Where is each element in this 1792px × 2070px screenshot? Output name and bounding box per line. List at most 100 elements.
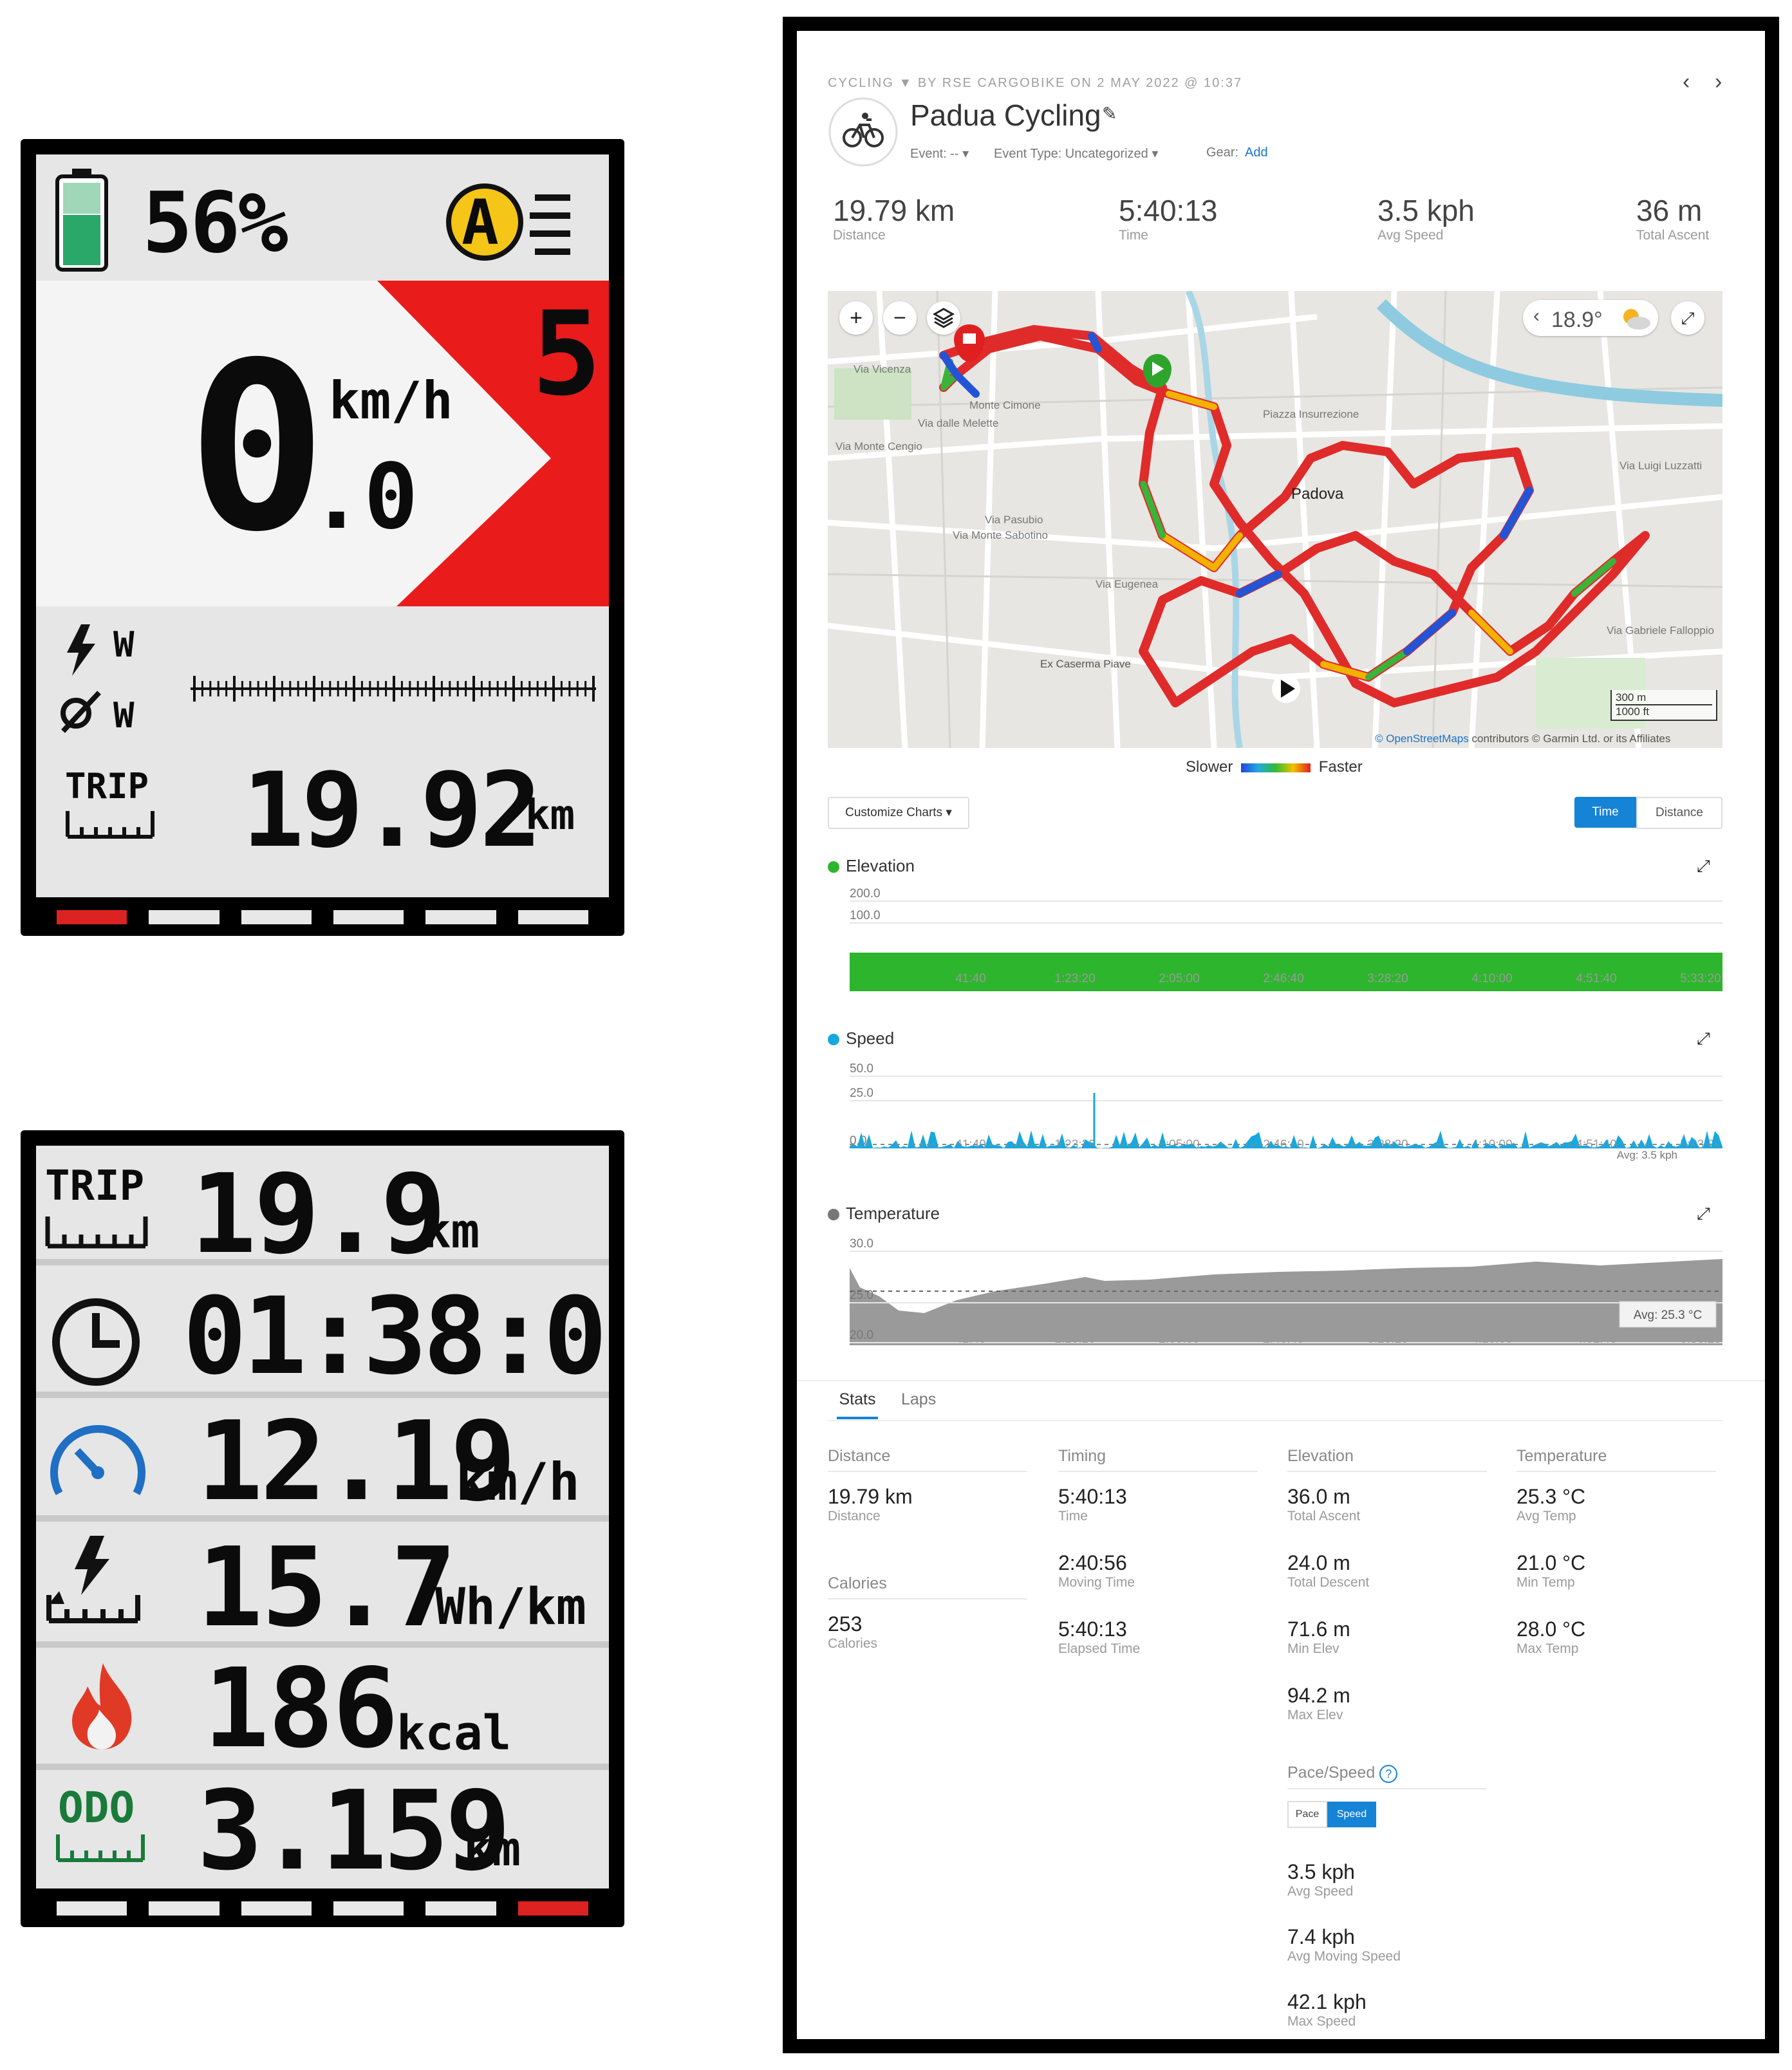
map-label: Via dalle Melette (918, 417, 999, 429)
calories-unit: kcal (397, 1706, 512, 1761)
map-label: Padova (1291, 485, 1344, 503)
summary-distance: 19.79 km Distance (833, 194, 955, 243)
y-tick-label: 25.0 (850, 1086, 873, 1100)
trip-label: TRIP (65, 766, 149, 807)
distance-toggle[interactable]: Distance (1636, 797, 1722, 829)
tab-laps[interactable]: Laps (901, 1390, 937, 1408)
y-tick-label: 20.0 (850, 1329, 873, 1342)
map-label: Monte Cimone (969, 399, 1041, 411)
edit-title-icon[interactable]: ✎ (1102, 104, 1117, 124)
x-tick-label: 1:23:20 (1054, 972, 1095, 985)
x-tick-label: 2:46:40 (1263, 972, 1303, 985)
help-icon[interactable]: ? (1379, 1765, 1398, 1783)
elevation-plot: 200.0 100.0 41:40 1:23:20 2:05:00 2:46:40 3:28… (850, 887, 1722, 991)
expand-temperature-icon[interactable]: ⤢ (1697, 1204, 1710, 1223)
cycling-activity-icon (828, 97, 899, 167)
elevation-chart[interactable]: Elevation ⤢ 200.0 100.0 41:40 1:23:20 2:05:0… (828, 856, 1722, 1004)
event-dropdown[interactable]: Event: -- ▾ (910, 147, 969, 161)
map-label: Via Gabriele Falloppio (1607, 624, 1714, 637)
temperature-chart[interactable]: Temperature ⤢ 30.0 25.0 20.0 41:40 1:23:20 2:… (828, 1204, 1722, 1365)
avg-temp-label: Avg: 25.3 °C (1634, 1309, 1703, 1322)
weather-prev-icon[interactable]: ‹ (1533, 305, 1540, 326)
gear-add-link[interactable]: Add (1245, 145, 1268, 160)
assist-mode-icon: A (445, 180, 577, 264)
x-tick-label: 41:40 (955, 1332, 986, 1346)
pedal-power-icon (57, 689, 103, 736)
speed-integer: 0 (187, 313, 327, 583)
motor-power-unit: W (113, 624, 135, 665)
lightning-icon (62, 624, 100, 678)
y-tick-label: 50.0 (850, 1062, 873, 1076)
map-label: Via Monte Sabotino (953, 529, 1049, 541)
next-activity-button[interactable]: › (1715, 70, 1722, 94)
battery-icon (55, 169, 108, 272)
route-map[interactable]: Via Vicenza Monte Cimone Via dalle Melet… (828, 291, 1722, 748)
speed-toggle[interactable]: Speed (1327, 1802, 1376, 1827)
x-tick-label: 4:10:00 (1471, 972, 1512, 985)
pace-toggle[interactable]: Pace (1287, 1801, 1327, 1828)
map-scale: 300 m 1000 ft (1610, 690, 1717, 721)
x-tick-label: 4:51:40 (1576, 1138, 1616, 1152)
weather-temp: 18.9° (1551, 308, 1603, 332)
odo-ruler-icon (55, 1828, 145, 1869)
x-tick-label: 2:05:00 (1159, 1332, 1199, 1346)
elevation-area (850, 953, 1722, 991)
battery-percent: 56% (142, 174, 288, 272)
map-label: Via Luigi Luzzatti (1619, 460, 1703, 472)
prev-activity-button[interactable]: ‹ (1683, 70, 1690, 94)
trip-value: 19.9 (191, 1151, 446, 1278)
avg-speed-unit: km/h (456, 1452, 580, 1512)
stats-elevation-group: Elevation 36.0 m Total Ascent 24.0 m Tot… (1287, 1447, 1487, 1723)
assist-badge-letter: A (462, 187, 499, 259)
avg-speed-label: Avg: 3.5 kph (1617, 1149, 1677, 1161)
x-tick-label: 2:05:00 (1159, 972, 1199, 985)
energy-consumption-icon (45, 1533, 142, 1632)
y-tick-label: 25.0 (850, 1289, 873, 1302)
y-tick-label: 100.0 (850, 909, 881, 922)
elevation-chart-title: Elevation (828, 856, 1722, 876)
x-tick-label: 1:23:20 (1054, 1332, 1095, 1346)
activity-meta: CYCLING ▼ BY RSE CARGOBIKE ON 2 MAY 2022… (828, 76, 1243, 90)
expand-elevation-icon[interactable]: ⤢ (1697, 856, 1710, 875)
x-tick-label: 4:51:40 (1576, 972, 1616, 985)
x-tick-label: 3:28:20 (1367, 1332, 1408, 1346)
stats-calories-group: Calories 253 Calories (828, 1574, 1027, 1652)
speed-plot: 50.025.00.041:401:23:202:05:002:46:403:2… (850, 1062, 1722, 1161)
layers-button[interactable] (927, 301, 960, 335)
customize-charts-button[interactable]: Customize Charts ▾ (828, 797, 969, 829)
odometer-value: 3.159 (197, 1767, 511, 1888)
x-tick-label: 4:10:00 (1471, 1332, 1512, 1346)
speed-chart-title: Speed (828, 1029, 1722, 1049)
x-tick-label: 3:28:20 (1367, 972, 1408, 985)
consumption-value: 15.7 (197, 1524, 456, 1652)
ebike-display-summary: TRIP 19.9 km 01:38:05 12.19 km/h 15.7 Wh… (21, 1130, 624, 1927)
speed-decimal: .0 (310, 445, 418, 550)
fullscreen-map-button[interactable]: ⤢ (1671, 301, 1704, 335)
summary-avg-speed: 3.5 kph Avg Speed (1377, 194, 1475, 243)
speed-panel: 5 0 km/h .0 (36, 281, 609, 606)
map-canvas (828, 291, 1722, 748)
speed-unit: km/h (329, 371, 453, 431)
tab-stats[interactable]: Stats (837, 1390, 878, 1419)
display-lcd: 56% A 5 0 km/h .0 W (36, 154, 609, 897)
temperature-plot: 30.0 25.0 20.0 41:40 1:23:20 2:05:00 2:46:40 3:… (850, 1237, 1722, 1346)
assist-level-bar (57, 910, 588, 924)
zoom-out-button[interactable]: − (883, 301, 917, 335)
stats-pace-speed-group: Pace/Speed ? Pace Speed 3.5 kph Avg Speed… (1287, 1764, 1487, 2029)
time-toggle[interactable]: Time (1574, 797, 1636, 828)
weather-widget[interactable]: ‹ 18.9° (1523, 300, 1658, 336)
speed-chart[interactable]: Speed ⤢ 50.025.00.041:401:23:202:05:002:… (828, 1029, 1722, 1183)
x-tick-label: 4:51:40 (1576, 1332, 1616, 1346)
garmin-activity-page: CYCLING ▼ BY RSE CARGOBIKE ON 2 MAY 2022… (783, 17, 1779, 2053)
x-tick-label: 5:33:20 (1680, 972, 1721, 985)
pedal-power-unit: W (113, 695, 135, 736)
expand-speed-icon[interactable]: ⤢ (1697, 1029, 1710, 1048)
y-tick-label: 200.0 (850, 887, 881, 900)
partly-cloudy-icon (1623, 309, 1650, 330)
event-type-dropdown[interactable]: Event Type: Uncategorized ▾ (994, 147, 1159, 161)
zoom-in-button[interactable]: + (839, 301, 873, 335)
summary-time: 5:40:13 Time (1119, 194, 1218, 243)
map-label: Via Vicenza (854, 363, 911, 375)
speed-area (850, 1130, 1722, 1148)
clock-icon (48, 1294, 144, 1393)
